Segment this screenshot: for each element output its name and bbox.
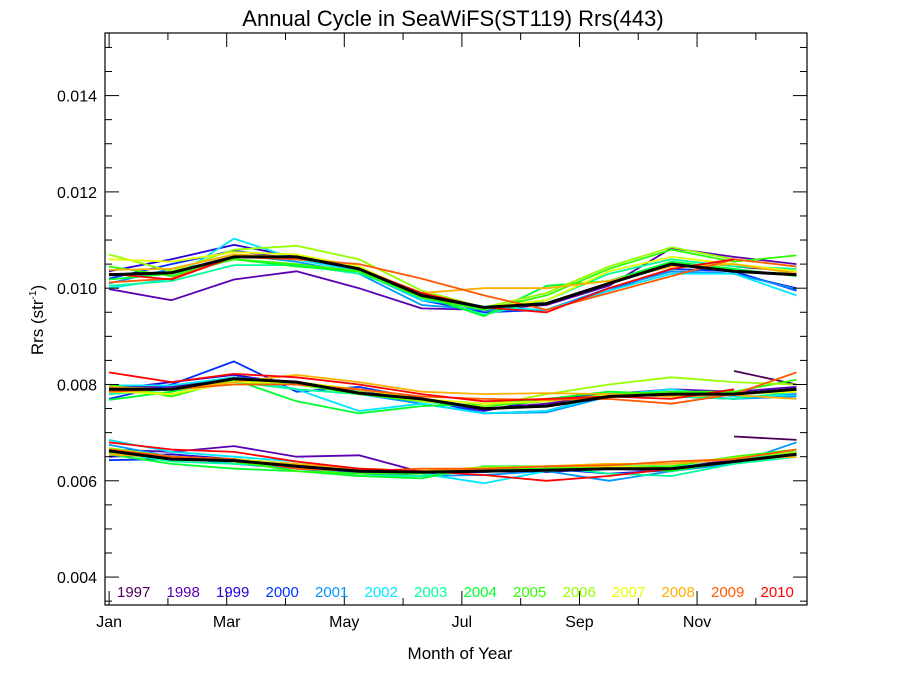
legend-entry-2008: 2008 [662, 584, 695, 601]
x-tick-label: May [329, 614, 359, 631]
y-axis: 0.004 0.006 0.008 0.010 0.012 0.014 [57, 46, 807, 602]
y-axis-label: Rrs (str-1) [28, 285, 47, 355]
series-line-2002-middle [109, 376, 797, 415]
x-tick-label: Mar [213, 614, 241, 631]
series-line-2010-upper [108, 255, 735, 314]
y-axis-label-sup: -1 [28, 290, 39, 299]
series-lines [108, 237, 797, 485]
x-tick-label: Jan [96, 614, 122, 631]
legend-entry-2002: 2002 [365, 584, 398, 601]
x-tick-label: Jul [452, 614, 472, 631]
legend-entry-2010: 2010 [761, 584, 794, 601]
y-axis-label-close: ) [28, 285, 47, 291]
y-tick-label: 0.004 [57, 570, 97, 587]
legend-entry-1998: 1998 [167, 584, 200, 601]
plot-frame [104, 32, 808, 606]
x-tick-label: Nov [683, 614, 711, 631]
y-tick-label: 0.012 [57, 185, 97, 202]
series-line-mean-middle [109, 377, 797, 411]
y-tick-label: 0.006 [57, 474, 97, 491]
legend-entry-2005: 2005 [513, 584, 546, 601]
y-tick-label: 0.010 [57, 281, 97, 298]
legend-entry-2001: 2001 [315, 584, 348, 601]
legend-entry-2007: 2007 [612, 584, 645, 601]
series-line-1997-lower [733, 435, 797, 441]
legend-entry-2004: 2004 [464, 584, 497, 601]
series-line-2005-upper [108, 248, 797, 311]
legend-entry-2000: 2000 [266, 584, 299, 601]
series-line-2009-lower [108, 448, 797, 473]
legend-entry-1999: 1999 [216, 584, 249, 601]
x-axis: Jan Mar May Jul Sep Nov [96, 33, 757, 631]
series-line-2010-middle [108, 371, 735, 403]
y-tick-label: 0.008 [57, 377, 97, 394]
y-axis-label-main: Rrs (str [28, 299, 47, 355]
legend-entry-2009: 2009 [711, 584, 744, 601]
x-axis-label: Month of Year [408, 644, 513, 663]
series-line-mean-lower [108, 449, 797, 474]
x-tick-label: Sep [565, 614, 594, 631]
chart-title: Annual Cycle in SeaWiFS(ST119) Rrs(443) [242, 6, 663, 31]
series-line-2008-middle [108, 373, 797, 400]
legend-entry-1997: 1997 [117, 584, 150, 601]
y-tick-label: 0.014 [57, 89, 97, 106]
legend-entry-2003: 2003 [414, 584, 447, 601]
legend: 1997 1998 1999 2000 2001 2002 2003 2004 2005 2006… [117, 584, 794, 601]
legend-entry-2006: 2006 [563, 584, 596, 601]
series-line-mean-upper [108, 255, 797, 309]
